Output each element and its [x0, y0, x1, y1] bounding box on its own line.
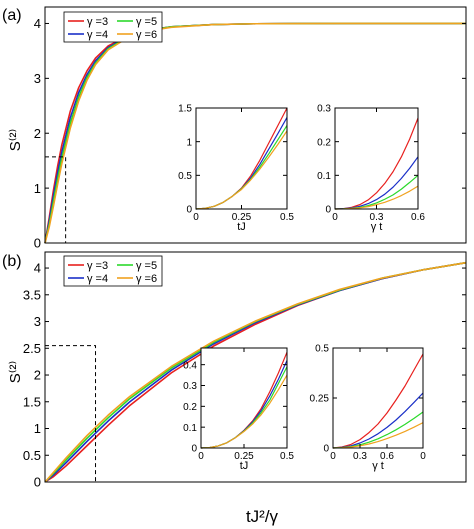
main-a-legend-label: γ =6	[136, 29, 157, 41]
inset-a1-y-tick-label: 0	[186, 205, 192, 216]
main-b-legend-label: γ =5	[136, 260, 157, 272]
inset-a1-x-tick-label: 0	[193, 212, 199, 223]
inset-b1-y-tick-label: 0.4	[183, 360, 197, 371]
inset-b1-y-tick-label: 0.2	[183, 402, 197, 413]
inset-b2-x-tick-label: 0	[420, 451, 426, 462]
inset-b2-x-tick-label: 0.3	[353, 451, 367, 462]
main-a-y-tick-label: 4	[34, 16, 41, 31]
main-b-y-tick-label: 0	[34, 475, 41, 490]
inset-b2-plot-area	[333, 348, 423, 448]
inset-b2-series-line-6	[332, 422, 424, 449]
main-a-y-tick-label: 3	[34, 71, 41, 86]
main-a-series-line-6	[44, 22, 466, 244]
inset-a1-y-tick-label: 0.5	[178, 171, 192, 182]
main-a-panel-label: (a)	[2, 7, 22, 24]
inset-b1-x-tick-label: 0.25	[234, 451, 254, 462]
shared-x-axis-label: tJ²/γ	[246, 507, 279, 526]
inset-a1-x-axis-label: tJ	[237, 221, 246, 233]
inset-a2-x-tick-label: 0.3	[370, 212, 384, 223]
inset-a2: 0 0.1 0.2 0.3 0 0.3 0.6 γ t	[317, 104, 425, 233]
inset-b2-series-line-3	[332, 353, 424, 449]
inset-b2-x-axis-label: γ t	[372, 460, 384, 472]
main-b-y-tick-label: 2.5	[23, 341, 41, 356]
main-b-y-tick-label: 4	[34, 261, 41, 276]
main-a-legend-label: γ =3	[87, 16, 108, 28]
main-a-legend: γ =3γ =4 γ =5γ =6	[63, 11, 163, 43]
main-a-legend-label: γ =5	[136, 16, 157, 28]
main-a-y-tick-label: 0	[34, 236, 41, 251]
inset-a2-x-tick-label: 0.6	[411, 212, 425, 223]
main-b-legend: γ =3γ =4 γ =5γ =6	[63, 255, 163, 287]
main-b-y-tick-label: 0.5	[23, 448, 41, 463]
inset-a2-x-tick-label: 0	[332, 212, 338, 223]
main-b-zoom-region-box	[45, 345, 97, 482]
inset-b2-x-tick-label: 0.6	[380, 451, 394, 462]
main-b-y-tick-label: 3	[34, 314, 41, 329]
inset-b2-y-tick-label: 0.5	[315, 344, 329, 355]
main-a-y-tick-label: 1	[34, 181, 41, 196]
main-b-legend-label: γ =4	[87, 273, 108, 285]
main-a-zoom-region-box	[45, 156, 67, 243]
main-a-y-tick-label: 2	[34, 126, 41, 141]
main-a-legend-label: γ =4	[87, 29, 108, 41]
main-b-axes-frame	[44, 251, 467, 483]
main-a-axes-frame	[44, 6, 467, 244]
inset-a1-y-tick-label: 1.5	[178, 104, 192, 115]
inset-a2-y-tick-label: 0.2	[317, 137, 331, 148]
inset-a2-x-axis-label: γ t	[371, 221, 383, 233]
inset-b1-y-tick-label: 0	[191, 444, 197, 455]
main-a-y-axis-label: S⁽²⁾	[7, 129, 24, 151]
main-b-panel-label: (b)	[2, 253, 22, 270]
main-b-legend-box	[63, 255, 163, 287]
inset-b1-x-tick-label: 0.5	[280, 451, 294, 462]
inset-b1-x-tick-label: 0	[198, 451, 204, 462]
inset-a2-y-tick-label: 0.3	[317, 104, 331, 115]
main-b-y-tick-label: 1.5	[23, 394, 41, 409]
inset-b1-x-axis-label: tJ	[240, 460, 249, 472]
main-a-legend-box	[63, 11, 163, 43]
main-b-series-line-6	[44, 261, 467, 483]
inset-b1-y-tick-label: 0.1	[183, 423, 197, 434]
inset-a1-y-tick-label: 1	[186, 137, 192, 148]
main-b-legend-label: γ =3	[87, 260, 108, 272]
main-b-y-tick-label: 3.5	[23, 287, 41, 302]
main-b-y-tick-label: 1	[34, 421, 41, 436]
inset-a1: 0 0.5 1 1.5 0 0.25 0.5 tJ	[178, 104, 294, 233]
inset-b2-y-tick-label: 0	[323, 444, 329, 455]
inset-a1-x-tick-label: 0.25	[232, 212, 252, 223]
main-b-y-tick-label: 2	[34, 368, 41, 383]
inset-b2-x-tick-label: 0	[330, 451, 336, 462]
inset-a1-series-line-6	[195, 130, 288, 210]
inset-b1-plot-area	[201, 348, 287, 448]
inset-b2: 0 0.25 0.5 0 0.3 0.6 0 γ t	[310, 344, 427, 472]
inset-a2-y-tick-label: 0	[325, 205, 331, 216]
inset-b2-y-tick-label: 0.25	[310, 394, 330, 405]
inset-b1: 0 0.1 0.2 0.3 0.4 0 0.25 0.5 tJ	[183, 347, 294, 472]
inset-b1-y-tick-label: 0.3	[183, 381, 197, 392]
inset-b1-series-line-6	[200, 374, 288, 449]
inset-a2-y-tick-label: 0.1	[317, 171, 331, 182]
inset-a1-plot-area	[196, 108, 287, 209]
main-b-legend-label: γ =6	[136, 273, 157, 285]
inset-a1-x-tick-label: 0.5	[280, 212, 294, 223]
main-b-y-axis-label: S⁽²⁾	[7, 361, 24, 383]
